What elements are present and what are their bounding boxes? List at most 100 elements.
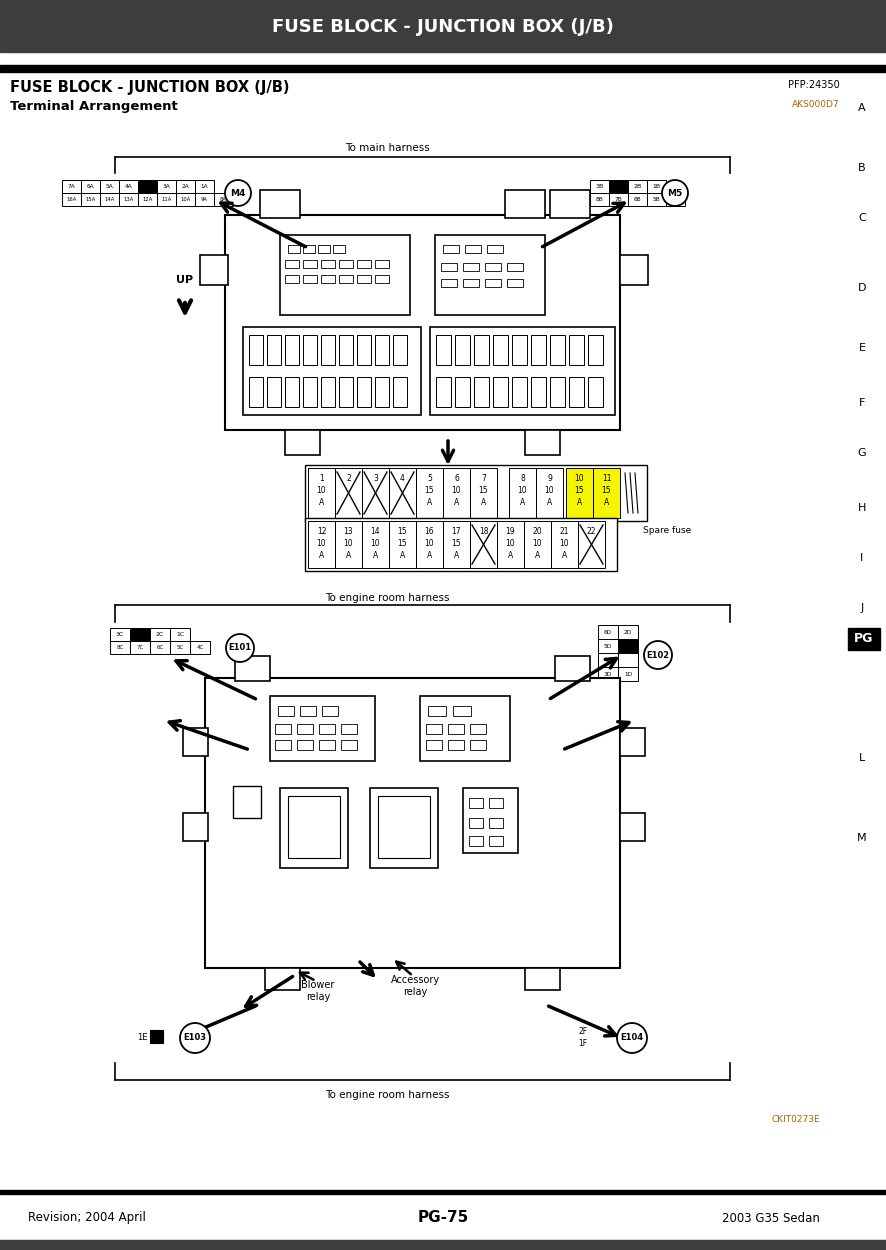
Bar (549, 378, 564, 408)
Bar (110, 641, 130, 654)
Bar (525, 968, 559, 990)
Text: 1B: 1B (652, 184, 660, 189)
Text: 2C: 2C (156, 632, 164, 638)
Text: B: B (858, 162, 865, 172)
Text: G: G (857, 448, 866, 458)
Text: 15: 15 (424, 486, 434, 495)
Text: Spare fuse: Spare fuse (642, 526, 690, 535)
Bar (375, 275, 389, 282)
Text: 15: 15 (574, 486, 584, 495)
Text: M5: M5 (666, 189, 682, 198)
Text: 1A: 1A (200, 184, 208, 189)
Text: A: A (534, 551, 540, 560)
Text: Accessory
relay: Accessory relay (390, 975, 439, 996)
Bar (609, 180, 627, 192)
Bar (568, 378, 583, 408)
Bar (138, 192, 157, 206)
Bar (321, 275, 335, 282)
Text: 9: 9 (547, 474, 551, 482)
Bar (214, 192, 233, 206)
Bar (318, 245, 330, 252)
Text: A: A (346, 551, 351, 560)
Text: 9A: 9A (201, 198, 207, 202)
Text: 8B: 8B (595, 198, 602, 202)
Bar (0, 0, 886, 52)
Bar (496, 521, 524, 568)
Bar (420, 696, 509, 761)
Bar (619, 255, 648, 285)
Text: To main harness: To main harness (345, 142, 429, 152)
Bar (578, 521, 604, 568)
Bar (375, 378, 389, 408)
Circle shape (617, 1022, 646, 1052)
Text: 6A: 6A (87, 184, 94, 189)
Bar (524, 521, 550, 568)
Bar (280, 235, 409, 315)
Bar (455, 335, 470, 365)
Bar (170, 628, 190, 641)
Bar (430, 328, 614, 415)
Bar (493, 378, 508, 408)
Bar (119, 192, 138, 206)
Text: A: A (454, 498, 459, 508)
Bar (100, 180, 119, 192)
Text: 3B: 3B (595, 184, 603, 189)
Text: A: A (480, 498, 486, 508)
Bar (389, 468, 416, 518)
Bar (243, 328, 421, 415)
Bar (195, 192, 214, 206)
Text: J: J (859, 602, 863, 612)
Bar (462, 788, 517, 852)
Bar (485, 279, 501, 288)
Bar (618, 625, 637, 639)
Text: 1E: 1E (136, 1034, 147, 1042)
Bar (356, 378, 370, 408)
Bar (525, 430, 559, 455)
Bar (507, 279, 523, 288)
Text: 4B: 4B (671, 198, 679, 202)
Text: A: A (547, 498, 551, 508)
Text: 5: 5 (426, 474, 431, 482)
Text: 10: 10 (559, 539, 569, 548)
Text: 10: 10 (517, 486, 526, 495)
Bar (265, 968, 299, 990)
Bar (488, 818, 502, 828)
Bar (470, 740, 486, 750)
Bar (392, 378, 407, 408)
Text: 14A: 14A (105, 198, 114, 202)
Bar (597, 652, 618, 668)
Bar (322, 706, 338, 716)
Bar (436, 335, 450, 365)
Bar (609, 192, 627, 206)
Text: Revision; 2004 April: Revision; 2004 April (28, 1211, 145, 1225)
Text: PG: PG (853, 632, 873, 645)
Bar (338, 335, 353, 365)
Bar (589, 180, 609, 192)
Bar (267, 335, 281, 365)
Bar (288, 796, 339, 858)
Bar (389, 521, 416, 568)
Text: 10A: 10A (180, 198, 190, 202)
Bar (589, 192, 609, 206)
Bar (0, 1240, 886, 1250)
Text: 7A: 7A (67, 184, 75, 189)
Bar (157, 180, 175, 192)
Bar (303, 275, 316, 282)
Text: I: I (859, 552, 863, 562)
Circle shape (180, 1022, 210, 1052)
Text: 7B: 7B (614, 198, 622, 202)
Text: 5D: 5D (603, 644, 611, 649)
Bar (249, 378, 263, 408)
Bar (321, 335, 335, 365)
Text: 2B: 2B (633, 184, 641, 189)
Text: 7C: 7C (136, 645, 144, 650)
Text: 8C: 8C (116, 645, 123, 650)
Text: UP: UP (176, 275, 193, 285)
Text: FUSE BLOCK - JUNCTION BOX (J/B): FUSE BLOCK - JUNCTION BOX (J/B) (10, 80, 289, 95)
Bar (269, 696, 375, 761)
Bar (416, 468, 442, 518)
Bar (183, 728, 207, 756)
Bar (297, 740, 313, 750)
Bar (81, 192, 100, 206)
Bar (455, 378, 470, 408)
